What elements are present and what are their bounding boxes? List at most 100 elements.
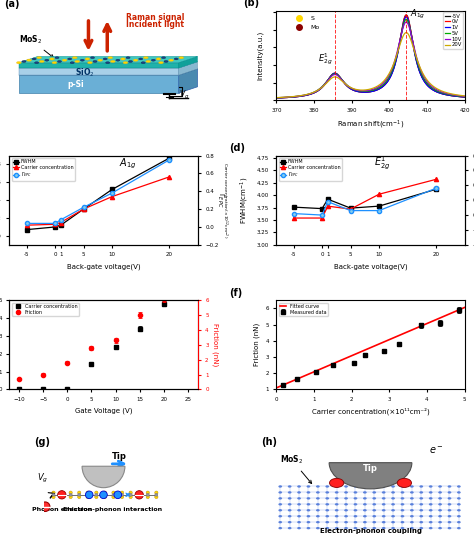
0V: [403, 12, 409, 19]
Circle shape: [155, 493, 158, 496]
Circle shape: [457, 503, 461, 506]
Circle shape: [419, 485, 423, 488]
Text: $E^1_{2g}$: $E^1_{2g}$: [374, 155, 391, 172]
Circle shape: [69, 495, 73, 499]
Circle shape: [354, 491, 357, 494]
Circle shape: [344, 527, 348, 529]
Circle shape: [401, 509, 404, 511]
Circle shape: [45, 59, 49, 61]
Circle shape: [60, 491, 64, 494]
Line: $\Gamma_{EPC}$: $\Gamma_{EPC}$: [292, 186, 438, 217]
Circle shape: [373, 527, 376, 529]
Circle shape: [307, 509, 310, 511]
Circle shape: [410, 521, 414, 523]
Circle shape: [419, 527, 423, 529]
Circle shape: [419, 497, 423, 500]
Circle shape: [316, 521, 320, 523]
Circle shape: [116, 59, 120, 61]
Circle shape: [288, 509, 292, 511]
Circle shape: [457, 521, 461, 523]
Circle shape: [344, 509, 348, 511]
-5V: [424, 81, 429, 88]
Circle shape: [344, 503, 348, 506]
-5V: [273, 95, 279, 101]
Circle shape: [401, 503, 404, 506]
Line: 10V: 10V: [276, 22, 465, 98]
X-axis label: Gate Voltage (V): Gate Voltage (V): [75, 408, 132, 414]
Y-axis label: Friction (nN): Friction (nN): [212, 323, 219, 366]
FWHM: [325, 196, 330, 202]
0V: [350, 87, 356, 93]
Circle shape: [95, 493, 98, 496]
Text: (a): (a): [4, 0, 19, 9]
Circle shape: [354, 497, 357, 500]
Text: $A_{1g}$: $A_{1g}$: [118, 156, 136, 171]
Circle shape: [344, 497, 348, 500]
Circle shape: [373, 509, 376, 511]
20V: [403, 29, 409, 36]
Circle shape: [307, 497, 310, 500]
Circle shape: [344, 515, 348, 517]
20V: [420, 71, 426, 77]
Circle shape: [382, 527, 385, 529]
Circle shape: [429, 485, 433, 488]
Circle shape: [27, 59, 31, 62]
Carrier concentration: [109, 193, 115, 200]
Circle shape: [86, 495, 90, 499]
Circle shape: [120, 491, 124, 494]
20V: [350, 85, 356, 92]
Text: MoS$_2$: MoS$_2$: [19, 33, 54, 58]
Circle shape: [78, 493, 81, 496]
Carrier concentration: [319, 215, 325, 221]
Text: (f): (f): [229, 288, 243, 298]
0V: [293, 94, 299, 100]
Circle shape: [391, 491, 395, 494]
Circle shape: [297, 503, 301, 506]
Circle shape: [278, 491, 282, 494]
Circle shape: [363, 497, 367, 500]
Text: Incident light: Incident light: [126, 20, 184, 29]
Text: (b): (b): [243, 0, 259, 8]
Circle shape: [447, 515, 451, 517]
1V: [420, 77, 426, 83]
Circle shape: [123, 62, 128, 64]
Carrier concentration: [325, 203, 330, 209]
Circle shape: [98, 59, 102, 62]
Circle shape: [137, 493, 141, 496]
Circle shape: [75, 60, 80, 63]
Circle shape: [354, 485, 357, 488]
Circle shape: [438, 485, 442, 488]
Circle shape: [335, 497, 338, 500]
Circle shape: [354, 515, 357, 517]
Circle shape: [78, 495, 81, 499]
Circle shape: [17, 62, 21, 64]
FWHM: [319, 205, 325, 212]
Circle shape: [103, 491, 107, 494]
Circle shape: [40, 502, 50, 511]
10V: [350, 86, 356, 92]
Circle shape: [429, 509, 433, 511]
$\Gamma_{EPC}$: [319, 212, 325, 219]
Circle shape: [307, 491, 310, 494]
Circle shape: [110, 60, 115, 63]
Circle shape: [103, 58, 107, 60]
Circle shape: [278, 515, 282, 517]
X-axis label: Raman shift(cm$^{-1}$): Raman shift(cm$^{-1}$): [337, 118, 404, 131]
Text: SiO$_2$: SiO$_2$: [75, 66, 94, 79]
0V: [420, 76, 426, 83]
Circle shape: [52, 491, 55, 494]
-5V: [350, 87, 356, 93]
Circle shape: [70, 62, 74, 64]
Circle shape: [325, 485, 329, 488]
Line: -5V: -5V: [276, 15, 465, 98]
Circle shape: [35, 62, 39, 64]
Circle shape: [363, 491, 367, 494]
Wedge shape: [82, 466, 125, 488]
Circle shape: [158, 62, 164, 64]
1V: [356, 89, 362, 95]
Circle shape: [106, 62, 110, 64]
Y-axis label: Intensity(a.u.): Intensity(a.u.): [257, 31, 263, 80]
Circle shape: [57, 60, 62, 63]
10V: [462, 93, 467, 100]
Circle shape: [373, 503, 376, 506]
